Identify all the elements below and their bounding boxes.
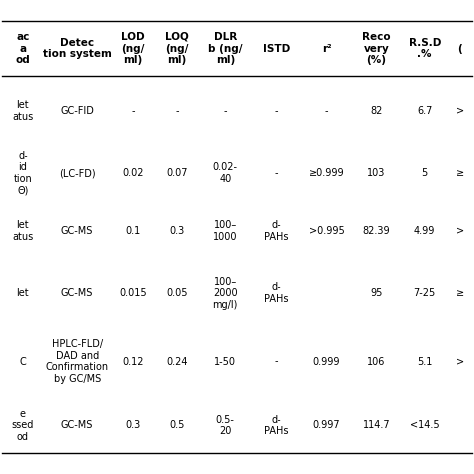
Text: >0.995: >0.995: [309, 226, 344, 236]
Text: 0.02: 0.02: [122, 168, 144, 178]
Text: 100–
2000
mg/l): 100– 2000 mg/l): [212, 276, 238, 310]
Text: 82: 82: [370, 106, 383, 116]
Text: 95: 95: [370, 288, 383, 298]
Text: GC-MS: GC-MS: [61, 420, 93, 430]
Text: 106: 106: [367, 356, 385, 366]
Text: GC-MS: GC-MS: [61, 226, 93, 236]
Text: >: >: [456, 356, 464, 366]
Text: ≥0.999: ≥0.999: [309, 168, 344, 178]
Text: 0.02-
40: 0.02- 40: [213, 162, 238, 184]
Text: 0.5: 0.5: [169, 420, 184, 430]
Text: let: let: [17, 288, 29, 298]
Text: d-
PAHs: d- PAHs: [264, 220, 289, 242]
Text: Reco
very
(%): Reco very (%): [362, 32, 391, 65]
Text: DLR
b (ng/
ml): DLR b (ng/ ml): [208, 32, 243, 65]
Text: R.S.D
.%: R.S.D .%: [409, 38, 441, 59]
Text: 5: 5: [421, 168, 428, 178]
Text: let
atus: let atus: [12, 220, 34, 242]
Text: 114.7: 114.7: [363, 420, 390, 430]
Text: LOD
(ng/
ml): LOD (ng/ ml): [121, 32, 145, 65]
Text: HPLC-FLD/
DAD and
Confirmation
by GC/MS: HPLC-FLD/ DAD and Confirmation by GC/MS: [46, 339, 109, 384]
Text: 0.3: 0.3: [125, 420, 140, 430]
Text: let
atus: let atus: [12, 100, 34, 122]
Text: 100–
1000: 100– 1000: [213, 220, 237, 242]
Text: >: >: [456, 226, 464, 236]
Text: 0.07: 0.07: [166, 168, 188, 178]
Text: GC-MS: GC-MS: [61, 288, 93, 298]
Text: -: -: [224, 106, 227, 116]
Text: d-
id
tion
Θ): d- id tion Θ): [14, 151, 32, 195]
Text: -: -: [275, 168, 278, 178]
Text: 0.3: 0.3: [169, 226, 184, 236]
Text: e
ssed
od: e ssed od: [12, 409, 34, 442]
Text: 0.1: 0.1: [125, 226, 140, 236]
Text: 103: 103: [367, 168, 385, 178]
Text: ac
a
od: ac a od: [16, 32, 30, 65]
Text: (: (: [457, 44, 462, 54]
Text: 4.99: 4.99: [414, 226, 436, 236]
Text: d-
PAHs: d- PAHs: [264, 283, 289, 304]
Text: -: -: [175, 106, 179, 116]
Text: Detec
tion system: Detec tion system: [43, 38, 111, 59]
Text: -: -: [325, 106, 328, 116]
Text: ≥: ≥: [456, 168, 464, 178]
Text: 1-50: 1-50: [214, 356, 236, 366]
Text: LOQ
(ng/
ml): LOQ (ng/ ml): [165, 32, 189, 65]
Text: 0.997: 0.997: [313, 420, 340, 430]
Text: ISTD: ISTD: [263, 44, 290, 54]
Text: 0.12: 0.12: [122, 356, 144, 366]
Text: C: C: [19, 356, 26, 366]
Text: -: -: [131, 106, 135, 116]
Text: -: -: [275, 356, 278, 366]
Text: 0.5-
20: 0.5- 20: [216, 415, 235, 436]
Text: 5.1: 5.1: [417, 356, 432, 366]
Text: -: -: [275, 106, 278, 116]
Text: (LC-FD): (LC-FD): [59, 168, 95, 178]
Text: 0.05: 0.05: [166, 288, 188, 298]
Text: 0.999: 0.999: [313, 356, 340, 366]
Text: r²: r²: [322, 44, 331, 54]
Text: 0.015: 0.015: [119, 288, 146, 298]
Text: <14.5: <14.5: [410, 420, 439, 430]
Text: 0.24: 0.24: [166, 356, 188, 366]
Text: 7-25: 7-25: [414, 288, 436, 298]
Text: >: >: [456, 106, 464, 116]
Text: ≥: ≥: [456, 288, 464, 298]
Text: 82.39: 82.39: [363, 226, 390, 236]
Text: 6.7: 6.7: [417, 106, 432, 116]
Text: GC-FID: GC-FID: [60, 106, 94, 116]
Text: d-
PAHs: d- PAHs: [264, 415, 289, 436]
